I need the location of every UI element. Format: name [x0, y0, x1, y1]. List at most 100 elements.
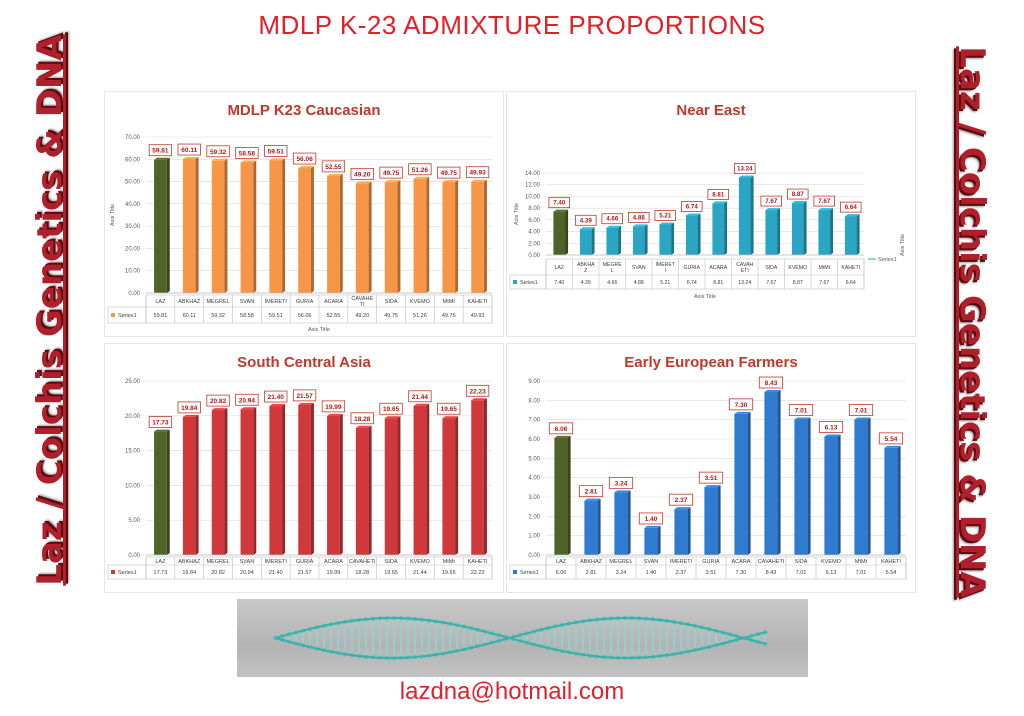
bar	[554, 437, 568, 555]
bar-top	[154, 157, 170, 160]
bar-top	[794, 417, 811, 420]
bar-side	[747, 411, 751, 555]
data-label-box	[177, 143, 201, 156]
x-category-label: SIDA	[765, 265, 778, 271]
y-tick-label: 0.00	[528, 553, 540, 559]
bar-side	[310, 402, 314, 555]
data-table-value: 13.24	[738, 280, 751, 286]
x-category-label: LAZ	[554, 265, 564, 271]
data-label: 21.40	[268, 394, 285, 401]
x-category-label: ABKHAZ	[178, 299, 201, 305]
y-tick-label: 9.00	[528, 379, 540, 385]
data-label: 58.58	[239, 150, 256, 157]
data-label: 5.54	[885, 436, 898, 443]
bar	[355, 427, 369, 555]
y-tick-label: 4.00	[528, 476, 540, 482]
data-label: 7.01	[855, 407, 868, 414]
data-label-box	[465, 384, 490, 397]
data-label: 19.65	[383, 406, 400, 413]
side-text-right: Laz / Colchis Genetics & DNA	[952, 46, 992, 598]
bar	[614, 492, 628, 555]
data-table-value: 51.26	[413, 313, 427, 319]
chart-title: MDLP K23 Caucasian	[227, 102, 380, 119]
data-table-value: 5.54	[886, 570, 897, 576]
x-category-label: GURIA	[684, 265, 701, 271]
data-label-box	[787, 188, 809, 200]
legend-swatch	[513, 570, 517, 574]
data-table-value: 22.23	[471, 570, 485, 576]
bar-side	[567, 435, 571, 555]
data-label-box	[264, 390, 288, 403]
x-category-label: ACARA	[732, 559, 751, 565]
data-label: 2.81	[585, 489, 598, 496]
bar	[854, 419, 868, 555]
bar	[269, 406, 283, 555]
x-category-label: LAZ	[155, 559, 166, 565]
x-category-label: KAHETI	[468, 299, 488, 305]
data-label: 20.82	[210, 398, 227, 405]
bar	[884, 447, 898, 555]
x-category-label: SIDA	[385, 559, 398, 565]
data-label: 19.84	[181, 405, 198, 412]
bar-top	[442, 180, 459, 183]
data-table-value: 7.30	[736, 570, 747, 576]
y-tick-label: 5.00	[128, 518, 140, 524]
data-table-value: 58.58	[240, 313, 254, 319]
x-category-label: MtMt	[443, 299, 456, 305]
x-category-label: CAVAHETI	[758, 559, 785, 565]
bar-side	[837, 434, 841, 555]
data-label: 4.88	[633, 214, 646, 221]
bar-side	[455, 180, 459, 293]
x-category-label: CAVAHETI	[349, 559, 376, 565]
bar-side	[483, 398, 487, 555]
data-label-box	[408, 163, 432, 176]
x-category-label: MtMt	[818, 265, 830, 271]
bar-top	[298, 402, 314, 405]
bar	[298, 404, 311, 555]
chart-frame	[506, 91, 916, 337]
data-table-value: 59.51	[269, 313, 283, 319]
data-label: 2.37	[675, 497, 688, 504]
data-label: 8.81	[712, 191, 725, 198]
y-tick-label: 5.00	[528, 456, 540, 462]
data-label-box	[350, 167, 374, 180]
x-category-label: LAZ	[556, 559, 567, 565]
data-table-value: 6.06	[556, 570, 567, 576]
bar-top	[553, 209, 569, 212]
chart-title: Near East	[676, 102, 745, 119]
bar-side	[644, 224, 648, 255]
y-tick-label: 1.00	[528, 534, 540, 540]
data-table-value: 7.67	[819, 280, 829, 286]
bar-side	[166, 429, 170, 555]
data-table-value: 19.84	[182, 570, 196, 576]
x-category-label: I	[665, 268, 666, 274]
data-label: 60.11	[181, 147, 197, 154]
data-label-box	[601, 213, 623, 225]
legend-swatch	[111, 570, 115, 574]
data-table-value: 3.24	[616, 570, 627, 576]
data-table-value: 6.74	[687, 280, 697, 286]
data-table-value: 1.40	[646, 570, 657, 576]
bar	[632, 226, 645, 255]
y-tick-label: 4.00	[528, 230, 540, 236]
chart-near-east: Near East 0.00 2.00 4.00 6.00 8.00 10.00 12.00 1…	[506, 91, 916, 337]
bar	[471, 181, 484, 293]
data-label-box	[707, 188, 729, 200]
bar	[182, 416, 196, 555]
bar-top	[712, 201, 728, 204]
y-tick-label: 6.00	[528, 218, 540, 224]
data-label-box	[292, 389, 317, 402]
data-label: 7.01	[795, 407, 808, 414]
dna-strand	[274, 616, 768, 660]
data-table-value: 2.37	[676, 570, 687, 576]
data-table-value: 17.73	[154, 570, 168, 576]
y-tick-label: 15.00	[125, 449, 141, 455]
legend-swatch	[513, 280, 517, 284]
bar-top	[327, 173, 343, 176]
data-label-box	[638, 512, 664, 525]
data-label: 4.66	[606, 216, 619, 223]
bar-side	[224, 408, 228, 555]
chart-early-european-farmers: Early European Farmers 0.00 1.00 2.00 3.00 4.…	[506, 343, 916, 593]
data-table-value: 6.13	[826, 570, 837, 576]
bar-side	[339, 173, 343, 293]
